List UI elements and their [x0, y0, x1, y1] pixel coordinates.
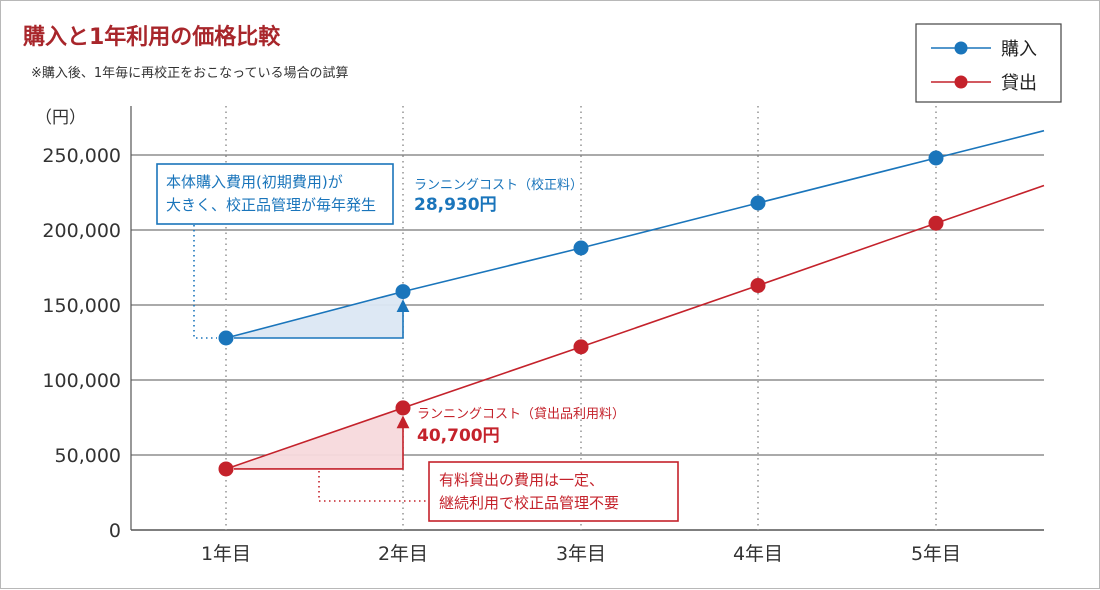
rental-point: [928, 215, 944, 231]
purchase-point: [395, 284, 411, 300]
red-running-cost-label: ランニングコスト（貸出品利用料）: [417, 406, 625, 422]
x-tick-label: 5年目: [911, 543, 961, 565]
y-tick-labels: 0 50,000 100,000 150,000 200,000 250,000: [42, 145, 121, 542]
blue-callout-leader: [193, 225, 217, 339]
y-unit-label: （円）: [35, 108, 86, 128]
x-tick-label: 1年目: [201, 543, 251, 565]
red-callout-text: 有料貸出の費用は一定、: [439, 471, 604, 489]
x-tick-label: 3年目: [556, 543, 606, 565]
blue-running-cost-label: ランニングコスト（校正料）: [414, 177, 583, 193]
y-tick-label: 50,000: [55, 445, 121, 467]
red-callout-box: [428, 461, 679, 522]
purchase-series-line: [225, 129, 1045, 339]
series-points: [218, 150, 944, 477]
y-tick-label: 0: [109, 520, 121, 542]
legend-label: 貸出: [1001, 73, 1037, 94]
rental-point: [218, 461, 234, 477]
y-tick-label: 250,000: [42, 145, 121, 167]
y-tick-label: 200,000: [42, 220, 121, 242]
purchase-point: [218, 330, 234, 346]
blue-step-arrow: [234, 299, 410, 339]
x-tick-label: 2年目: [378, 543, 428, 565]
rental-point: [395, 400, 411, 416]
legend-box: [915, 23, 1062, 103]
chart-subtitle: ※購入後、1年毎に再校正をおこなっている場合の試算: [31, 65, 349, 81]
red-running-cost-value: 40,700円: [417, 426, 500, 446]
blue-callout-text: 本体購入費用(初期費用)が: [166, 173, 343, 191]
red-step-arrow: [234, 415, 410, 470]
purchase-point: [928, 150, 944, 166]
legend-marker: [954, 75, 968, 89]
chart-title: 購入と1年利用の価格比較: [23, 24, 281, 50]
purchase-point: [750, 195, 766, 211]
legend-marker: [954, 41, 968, 55]
legend-label: 購入: [1001, 39, 1037, 60]
series-lines: [225, 129, 1045, 470]
blue-callout-text: 大きく、校正品管理が毎年発生: [166, 196, 376, 214]
rental-point: [573, 339, 589, 355]
red-callout-leader: [318, 471, 428, 502]
rental-point: [750, 278, 766, 293]
purchase-point: [573, 240, 589, 256]
x-tick-label: 4年目: [733, 543, 783, 565]
y-tick-label: 100,000: [42, 370, 121, 392]
blue-running-cost-value: 28,930円: [414, 195, 497, 215]
red-callout-text: 継続利用で校正品管理不要: [439, 494, 619, 512]
y-tick-label: 150,000: [42, 295, 121, 317]
x-tick-labels: 1年目 2年目 3年目 4年目 5年目: [201, 543, 961, 565]
rental-series-line: [225, 184, 1045, 470]
blue-callout-box: [156, 163, 394, 225]
